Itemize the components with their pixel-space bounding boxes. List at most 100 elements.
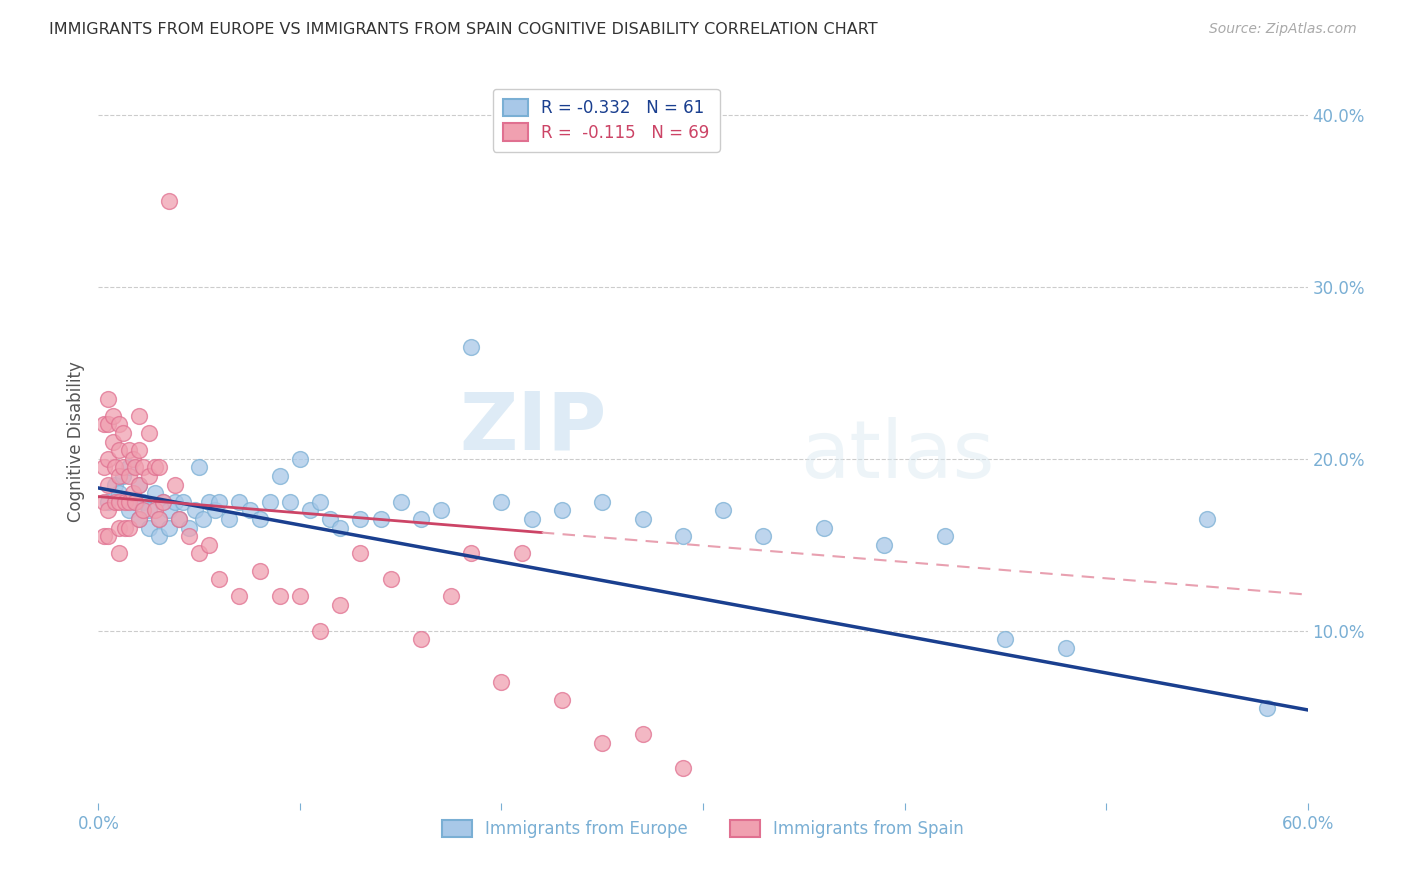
Point (111, 469, 134, 483)
Point (103, 460, 125, 475)
Point (118, 494, 141, 508)
Point (118, 469, 141, 483)
Point (510, 546, 533, 560)
Point (591, 735, 613, 749)
Point (672, 529, 695, 543)
Point (111, 425, 134, 440)
Point (218, 512, 240, 526)
Point (163, 494, 186, 508)
Point (121, 451, 143, 466)
Point (460, 340, 482, 354)
Point (128, 443, 150, 458)
Point (288, 451, 311, 466)
Point (148, 512, 170, 526)
Point (143, 460, 166, 475)
Point (349, 512, 371, 526)
Point (184, 503, 207, 517)
Point (107, 546, 129, 560)
Point (1195, 512, 1218, 526)
Point (1054, 640, 1077, 655)
Text: ZIP: ZIP (458, 388, 606, 467)
Point (198, 538, 221, 552)
Point (107, 486, 129, 500)
Point (198, 494, 221, 508)
Point (138, 503, 160, 517)
Point (591, 494, 613, 508)
Point (551, 503, 574, 517)
Point (101, 409, 124, 423)
Point (103, 494, 125, 508)
Text: IMMIGRANTS FROM EUROPE VS IMMIGRANTS FROM SPAIN COGNITIVE DISABILITY CORRELATION: IMMIGRANTS FROM EUROPE VS IMMIGRANTS FRO… (49, 22, 877, 37)
Point (124, 494, 146, 508)
Point (114, 520, 136, 534)
Point (179, 529, 201, 543)
Point (228, 590, 250, 604)
Point (370, 512, 392, 526)
Point (163, 477, 186, 491)
Point (128, 477, 150, 491)
Point (97, 477, 120, 491)
Point (107, 494, 129, 508)
Point (118, 460, 141, 475)
Point (520, 512, 543, 526)
Point (138, 425, 160, 440)
Point (551, 692, 574, 706)
Point (389, 494, 412, 508)
Point (269, 469, 291, 483)
Point (193, 512, 215, 526)
Point (148, 512, 170, 526)
Point (132, 460, 155, 475)
Point (239, 503, 262, 517)
Point (299, 503, 322, 517)
Point (157, 194, 180, 208)
Point (631, 727, 654, 741)
Point (128, 477, 150, 491)
Point (107, 469, 129, 483)
Point (152, 494, 174, 508)
Point (711, 503, 734, 517)
Point (309, 624, 332, 638)
Point (97, 494, 120, 508)
Point (107, 520, 129, 534)
Y-axis label: Cognitive Disability: Cognitive Disability (66, 361, 84, 522)
Point (249, 512, 271, 526)
Point (121, 486, 143, 500)
Point (128, 512, 150, 526)
Point (103, 477, 125, 491)
Point (491, 494, 513, 508)
Point (430, 503, 453, 517)
Point (167, 512, 190, 526)
Point (138, 469, 160, 483)
Point (460, 546, 482, 560)
Point (228, 494, 250, 508)
Point (204, 503, 226, 517)
Point (107, 443, 129, 458)
Point (752, 529, 775, 543)
Point (132, 503, 155, 517)
Point (269, 590, 291, 604)
Point (93, 417, 115, 432)
Point (319, 512, 342, 526)
Point (138, 520, 160, 534)
Point (118, 443, 141, 458)
Point (128, 512, 150, 526)
Point (124, 460, 146, 475)
Point (179, 520, 201, 534)
Point (491, 675, 513, 690)
Point (278, 494, 301, 508)
Legend: Immigrants from Europe, Immigrants from Spain: Immigrants from Europe, Immigrants from … (436, 814, 970, 845)
Point (288, 590, 311, 604)
Point (132, 494, 155, 508)
Point (934, 529, 956, 543)
Point (118, 503, 141, 517)
Point (111, 460, 134, 475)
Point (143, 486, 166, 500)
Point (672, 761, 695, 775)
Point (188, 546, 211, 560)
Text: Source: ZipAtlas.com: Source: ZipAtlas.com (1209, 22, 1357, 37)
Point (143, 503, 166, 517)
Point (148, 529, 170, 543)
Point (329, 598, 352, 612)
Point (157, 503, 180, 517)
Point (148, 460, 170, 475)
